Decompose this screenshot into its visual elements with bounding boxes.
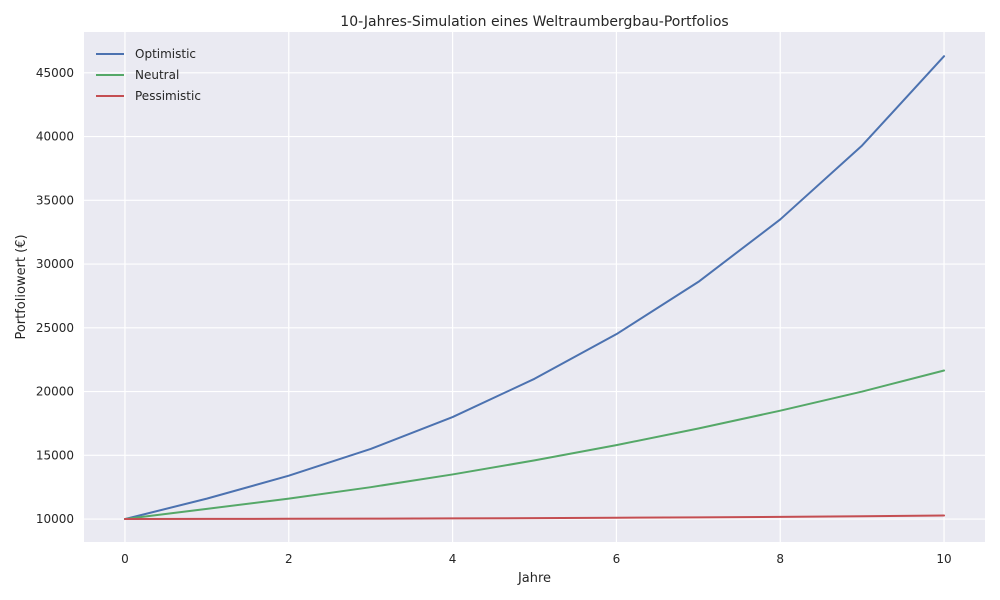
x-tick-label: 6 (613, 552, 621, 566)
tick-labels: 0 2 4 6 8 10 10000 15000 20000 25000 30000 35000 400… (36, 66, 952, 566)
y-tick-label: 20000 (36, 385, 74, 399)
x-tick-label: 10 (936, 552, 951, 566)
legend-item-neutral: Neutral (96, 68, 179, 82)
y-tick-label: 45000 (36, 66, 74, 80)
legend-item-optimistic: Optimistic (96, 47, 196, 61)
y-tick-label: 30000 (36, 257, 74, 271)
legend-label: Neutral (135, 68, 179, 82)
legend-item-pessimistic: Pessimistic (96, 89, 201, 103)
x-tick-label: 4 (449, 552, 457, 566)
y-axis-label: Portfoliowert (€) (14, 234, 29, 339)
y-tick-label: 15000 (36, 448, 74, 462)
series-lines (123, 55, 946, 521)
legend: Optimistic Neutral Pessimistic (96, 47, 201, 103)
y-tick-label: 35000 (36, 193, 74, 207)
plot-area (84, 32, 985, 542)
series-line-optimistic (123, 55, 946, 521)
series-line-neutral (123, 369, 946, 521)
chart-title: 10-Jahres-Simulation eines Weltraumbergb… (340, 14, 728, 30)
x-tick-label: 8 (776, 552, 784, 566)
gridlines (84, 32, 985, 542)
legend-label: Pessimistic (135, 89, 201, 103)
x-tick-label: 0 (121, 552, 129, 566)
x-tick-label: 2 (285, 552, 293, 566)
x-axis-label: Jahre (517, 571, 551, 586)
y-tick-label: 40000 (36, 130, 74, 144)
y-tick-label: 10000 (36, 512, 74, 526)
legend-label: Optimistic (135, 47, 196, 61)
series-line-pessimistic (123, 514, 946, 521)
y-tick-label: 25000 (36, 321, 74, 335)
